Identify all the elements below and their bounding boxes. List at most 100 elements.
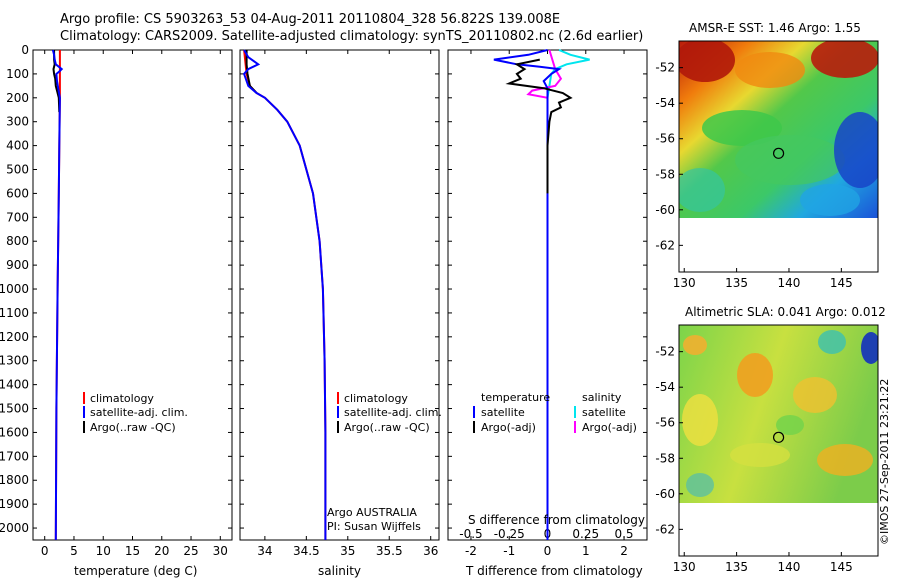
y-tick-label: 1600: [0, 425, 29, 439]
top-tick-label: -0.25: [494, 527, 525, 541]
map-y-tick-label: -56: [655, 132, 675, 146]
y-tick-label: 1400: [0, 378, 29, 392]
timestamp-label: ©IMOS 27-Sep-2011 23:21:22: [878, 379, 891, 545]
figure-title-line2: Climatology: CARS2009. Satellite-adjuste…: [60, 29, 644, 44]
figure-title-line1: Argo profile: CS 5903263_53 04-Aug-2011 …: [60, 12, 561, 27]
legend-label-satellite: satellite-adj. clim.: [90, 406, 188, 419]
argo-pi-label: PI: Susan Wijffels: [327, 520, 421, 533]
y-tick-label: 800: [6, 234, 29, 248]
x-tick-label: 25: [183, 544, 198, 558]
top-tick-label: 0.5: [614, 527, 633, 541]
sst-map-image: [679, 41, 878, 218]
argo-position-marker: [772, 147, 785, 159]
y-tick-label: 400: [6, 139, 29, 153]
legend-label-argo: Argo(..raw -QC): [90, 421, 176, 434]
y-tick-label: 500: [6, 163, 29, 177]
temperature-panel: 0 5 10 15 20 25 300100200300400500600700800900…: [0, 43, 233, 558]
sla-map-axes: [678, 324, 879, 557]
map-y-tick-label: -58: [655, 167, 675, 181]
legend-title-salinity: salinity: [582, 391, 622, 404]
legend-title-temperature: temperature: [481, 391, 550, 404]
map-y-tick-label: -62: [655, 238, 675, 252]
y-tick-label: 1300: [0, 354, 29, 368]
series-satellite-adj-clim-: [242, 49, 327, 540]
x-tick-label: 34: [257, 544, 272, 558]
y-tick-label: 0: [21, 43, 29, 57]
temperature-xlabel: temperature (deg C): [74, 564, 197, 578]
legend-label-temp-satellite: satellite: [481, 406, 525, 419]
difference-xlabel: T difference from climatology: [465, 564, 643, 578]
x-tick-label: 20: [154, 544, 169, 558]
y-tick-label: 1700: [0, 449, 29, 463]
x-tick-label: 36: [423, 544, 438, 558]
legend-label-climatology: climatology: [344, 392, 408, 405]
x-tick-label: 10: [96, 544, 111, 558]
map-x-tick-label: 140: [778, 276, 801, 290]
sla-map-panel: Altimetric SLA: 0.041 Argo: 0.012: [678, 305, 886, 557]
y-tick-label: 600: [6, 186, 29, 200]
difference-xlabel-top: S difference from climatology: [468, 513, 645, 527]
temperature-legend: climatology satellite-adj. clim. Argo(..…: [83, 392, 188, 434]
legend-label-climatology: climatology: [90, 392, 154, 405]
temperature-axes: [32, 49, 233, 541]
y-tick-label: 1800: [0, 473, 29, 487]
map-y-tick-label: -54: [655, 96, 675, 110]
legend-label-satellite: satellite-adj. clim.: [344, 406, 442, 419]
argo-position-marker: [772, 431, 785, 443]
y-tick-label: 200: [6, 91, 29, 105]
sla_map-axes-group: 130 135 140 145 -52 -54 -56 -58 -60 -62: [655, 345, 852, 574]
x-tick-label: 15: [125, 544, 140, 558]
sla-map-title: Altimetric SLA: 0.041 Argo: 0.012: [685, 305, 886, 319]
x-tick-label: 35: [340, 544, 355, 558]
series-temperature-argo-adj-: [505, 58, 573, 194]
map-x-tick-label: 140: [778, 560, 801, 574]
series-satellite-adj-clim-: [51, 49, 64, 541]
salinity-xlabel: salinity: [318, 564, 361, 578]
x-tick-label: -2: [465, 544, 477, 558]
legend-label-sal-argo: Argo(-adj): [582, 421, 637, 434]
map-y-tick-label: -54: [655, 380, 675, 394]
salinity-panel: 34 34.5 35 35.5 36: [239, 49, 440, 558]
top-tick-label: 0.25: [572, 527, 599, 541]
y-tick-label: 1500: [0, 402, 29, 416]
map-x-tick-label: 145: [830, 560, 853, 574]
sst-map-panel: AMSR-E SST: 1.46 Argo: 1.55: [678, 21, 879, 273]
y-tick-label: 300: [6, 115, 29, 129]
x-tick-label: 0: [41, 544, 49, 558]
map-y-tick-label: -52: [655, 61, 675, 75]
y-tick-label: 700: [6, 210, 29, 224]
sst_map-axes-group: 130 135 140 145 -52 -54 -56 -58 -60 -62: [655, 61, 852, 290]
x-tick-label: 1: [582, 544, 590, 558]
map-x-tick-label: 130: [673, 276, 696, 290]
map-y-tick-label: -62: [655, 522, 675, 536]
difference-legend: temperature salinity satellite Argo(-adj…: [473, 391, 637, 434]
sst-map-axes: [678, 40, 879, 273]
map-y-tick-label: -58: [655, 451, 675, 465]
top-tick-label: -0.5: [459, 527, 482, 541]
legend-label-temp-argo: Argo(-adj): [481, 421, 536, 434]
map-y-tick-label: -56: [655, 416, 675, 430]
legend-label-argo: Argo(..raw -QC): [344, 421, 430, 434]
map-x-tick-label: 135: [725, 560, 748, 574]
x-tick-label: 30: [213, 544, 228, 558]
y-tick-label: 1000: [0, 282, 29, 296]
y-tick-label: 100: [6, 67, 29, 81]
y-tick-label: 1900: [0, 497, 29, 511]
map-y-tick-label: -52: [655, 345, 675, 359]
legend-label-sal-satellite: satellite: [582, 406, 626, 419]
map-x-tick-label: 130: [673, 560, 696, 574]
sla-map-image: [679, 325, 878, 503]
map-y-tick-label: -60: [655, 487, 675, 501]
y-tick-label: 1100: [0, 306, 29, 320]
x-tick-label: 35.5: [376, 544, 403, 558]
y-tick-label: 2000: [0, 521, 29, 535]
x-tick-label: 2: [620, 544, 628, 558]
map-x-tick-label: 145: [830, 276, 853, 290]
sst-map-title: AMSR-E SST: 1.46 Argo: 1.55: [689, 21, 861, 35]
map-x-tick-label: 135: [725, 276, 748, 290]
x-tick-label: 34.5: [293, 544, 320, 558]
x-tick-label: -1: [503, 544, 515, 558]
y-tick-label: 900: [6, 258, 29, 272]
difference-panel: -2 -1 0 1 2-0.5 -0.25 0 0.25 0.5: [447, 49, 648, 558]
